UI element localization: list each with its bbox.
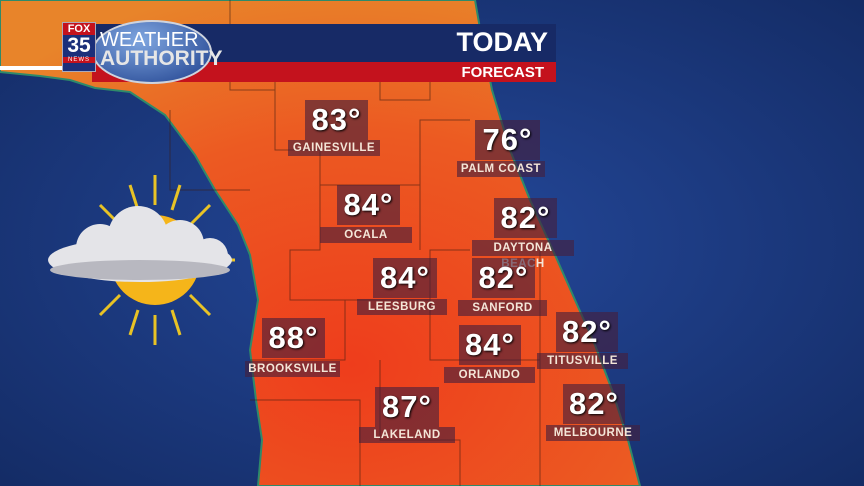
city-melbourne: MELBOURNE xyxy=(546,425,640,441)
city-leesburg: LEESBURG xyxy=(357,299,447,315)
temp-brooksville: 88° xyxy=(262,318,325,358)
city-titusville: TITUSVILLE xyxy=(537,353,628,369)
banner-red-band xyxy=(92,62,556,82)
temp-lakeland: 87° xyxy=(375,387,439,427)
temp-ocala: 84° xyxy=(337,185,400,225)
temp-titusville: 82° xyxy=(556,312,618,352)
city-brooksville: BROOKSVILLE xyxy=(245,361,340,377)
logo-globe xyxy=(92,20,212,84)
logo-weather: WEATHER xyxy=(100,29,199,51)
city-palm-coast: PALM COAST xyxy=(457,161,545,177)
logo-news: NEWS xyxy=(63,57,95,63)
temp-palm-coast: 76° xyxy=(475,120,540,160)
city-orlando: ORLANDO xyxy=(444,367,535,383)
city-lakeland: LAKELAND xyxy=(359,427,455,443)
temp-leesburg: 84° xyxy=(373,258,437,298)
city-sanford: SANFORD xyxy=(458,300,547,316)
logo-fox: FOX xyxy=(63,23,95,35)
city-ocala: OCALA xyxy=(320,227,412,243)
temp-sanford: 82° xyxy=(472,258,535,298)
logo-channel: 35 xyxy=(67,34,91,57)
banner-title: TODAY xyxy=(456,27,548,57)
temp-gainesville: 83° xyxy=(305,100,368,140)
city-gainesville: GAINESVILLE xyxy=(288,140,380,156)
partly-cloudy-icon xyxy=(48,175,235,345)
temp-orlando: 84° xyxy=(459,325,521,365)
temp-daytona-beach: 82° xyxy=(494,198,557,238)
temp-melbourne: 82° xyxy=(563,384,625,424)
station-logo: FOX 35 NEWS xyxy=(62,22,96,72)
logo-authority: AUTHORITY xyxy=(100,47,223,70)
city-daytona-beach: DAYTONA BEACH xyxy=(472,240,574,270)
banner-subtitle: FORECAST xyxy=(461,64,545,81)
banner-accent-line xyxy=(0,66,62,70)
